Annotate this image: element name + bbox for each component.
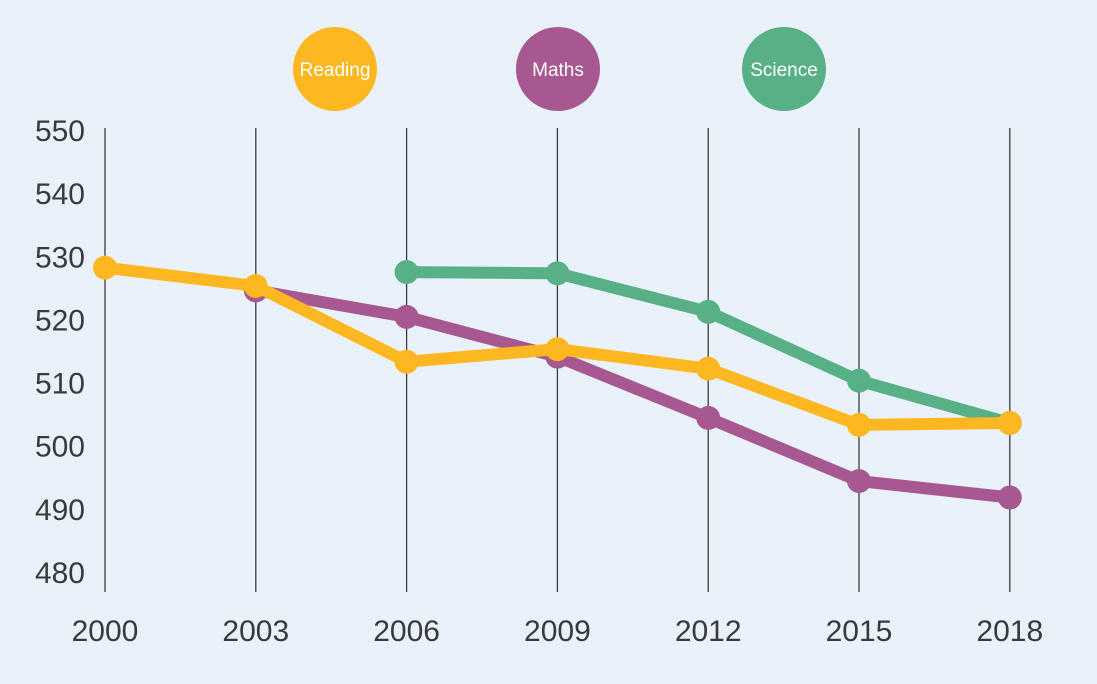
series-reading [93, 255, 1022, 437]
point-reading-2006 [394, 349, 419, 374]
x-tick-label-2000: 2000 [72, 615, 139, 648]
point-science-2006 [394, 260, 419, 285]
y-tick-label-530: 530 [35, 241, 85, 274]
legend-item-maths: Maths [516, 27, 600, 111]
x-tick-label-2006: 2006 [373, 615, 440, 648]
point-maths-2006 [394, 304, 419, 329]
point-science-2012 [696, 299, 721, 324]
legend-swatch-maths [516, 27, 600, 111]
point-science-2009 [545, 261, 570, 286]
legend-item-science: Science [742, 27, 826, 111]
series-lines [93, 255, 1022, 510]
y-tick-label-550: 550 [35, 115, 85, 148]
x-tick-label-2003: 2003 [222, 615, 289, 648]
y-tick-label-490: 490 [35, 494, 85, 527]
legend-swatch-science [742, 27, 826, 111]
legend-item-reading: Reading [293, 27, 377, 111]
x-tick-label-2018: 2018 [976, 615, 1043, 648]
point-maths-2018 [997, 485, 1022, 510]
y-tick-label-480: 480 [35, 557, 85, 590]
point-reading-2012 [696, 356, 721, 381]
y-tick-label-500: 500 [35, 431, 85, 464]
x-tick-label-2009: 2009 [524, 615, 591, 648]
point-maths-2012 [696, 405, 721, 430]
x-axis-tick-labels: 2000 2003 2006 2009 2012 2015 2018 [72, 615, 1044, 648]
y-tick-label-540: 540 [35, 178, 85, 211]
legend-label-science: Science [750, 60, 818, 81]
x-tick-label-2012: 2012 [675, 615, 742, 648]
point-reading-2018 [997, 410, 1022, 435]
point-reading-2015 [847, 412, 871, 437]
point-maths-2015 [847, 469, 871, 494]
y-tick-label-520: 520 [35, 304, 85, 337]
legend-swatch-reading [293, 27, 377, 111]
series-science [394, 260, 1022, 435]
point-reading-2003 [243, 273, 268, 298]
point-reading-2009 [545, 337, 570, 362]
legend-label-reading: Reading [300, 60, 371, 81]
x-tick-label-2015: 2015 [826, 615, 893, 648]
point-reading-2000 [93, 255, 117, 280]
y-tick-label-510: 510 [35, 368, 85, 401]
y-axis-tick-labels: 480 490 500 510 520 530 540 550 [35, 115, 85, 590]
legend-label-maths: Maths [532, 60, 584, 81]
legend: Reading Maths Science [293, 27, 826, 111]
series-line-maths [249, 284, 1016, 504]
point-science-2015 [847, 368, 871, 393]
